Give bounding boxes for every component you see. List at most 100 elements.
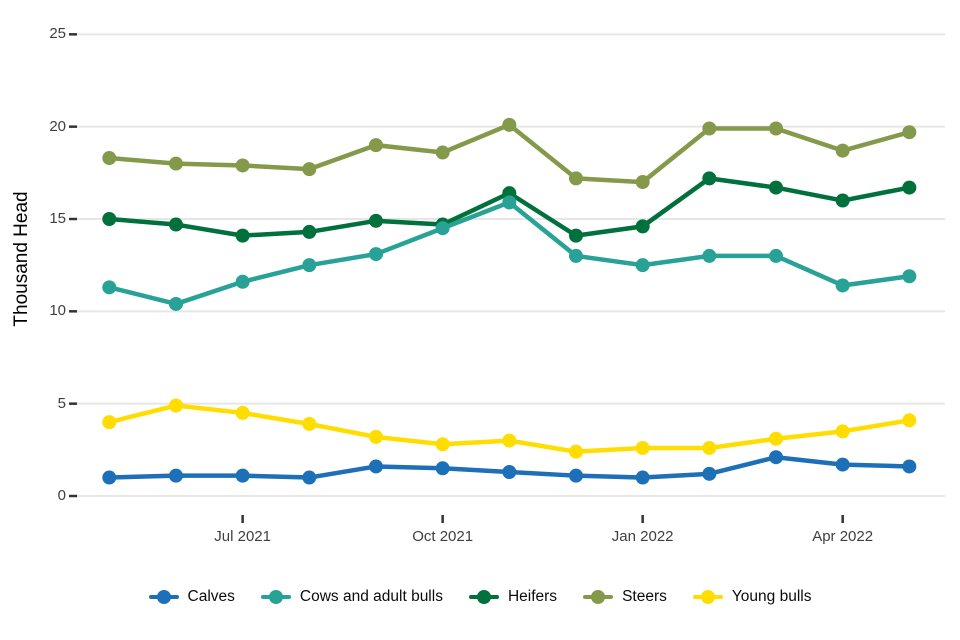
data-point-calves [435,461,450,476]
data-point-steers [769,121,783,136]
y-tick-label: 25 [49,25,66,43]
legend-marker-icon [583,590,614,604]
data-point-cows-and-adult-bulls [302,258,317,273]
y-axis-title: Thousand Head [11,191,32,327]
data-point-young-bulls [435,437,450,452]
data-point-young-bulls [702,440,717,455]
data-point-steers [435,145,450,160]
data-point-heifers [102,211,117,226]
series-heifers [102,171,917,243]
legend-marker-icon [692,590,723,604]
data-point-steers [835,143,850,158]
data-point-calves [102,470,117,485]
data-point-heifers [902,180,917,195]
data-point-steers [168,156,183,171]
plot-area [69,33,945,523]
data-point-calves [302,470,317,485]
data-point-heifers [568,228,583,243]
data-point-heifers [635,219,650,234]
data-point-heifers [235,228,250,243]
data-point-calves [502,464,517,479]
data-point-calves [235,468,250,483]
data-point-calves [835,457,850,472]
data-point-young-bulls [902,413,917,428]
legend-marker-icon [148,590,179,604]
data-point-steers [568,171,583,186]
data-point-young-bulls [368,429,383,444]
data-point-young-bulls [302,416,317,431]
data-point-heifers [168,217,183,232]
data-point-steers [235,158,250,173]
data-point-cows-and-adult-bulls [902,269,917,284]
series-steers [102,117,917,190]
series-young-bulls [102,398,917,459]
data-point-calves [902,459,917,474]
data-point-young-bulls [502,433,517,448]
data-point-young-bulls [769,431,783,446]
data-point-steers [502,117,517,132]
legend-marker-icon [468,590,499,604]
legend-label: Calves [187,588,235,605]
series-line-cows-and-adult-bulls [107,200,912,307]
legend-label: Cows and adult bulls [299,588,443,605]
data-point-heifers [368,213,383,228]
legend-item-young-bulls: Young bulls [692,588,812,606]
data-point-calves [702,466,717,481]
data-point-calves [368,459,383,474]
data-point-young-bulls [235,405,250,420]
data-point-cows-and-adult-bulls [702,248,717,263]
data-point-calves [635,470,650,485]
legend-marker-icon [260,590,291,604]
data-point-young-bulls [168,398,183,413]
x-tick-label: Jul 2021 [214,528,271,545]
data-point-cows-and-adult-bulls [835,278,850,293]
y-tick-label: 0 [57,487,66,504]
data-point-cows-and-adult-bulls [568,248,583,263]
data-point-steers [102,151,117,166]
data-point-steers [902,125,917,140]
data-point-heifers [835,193,850,208]
series-cows-and-adult-bulls [102,195,917,311]
data-point-young-bulls [635,440,650,455]
gridlines [77,33,945,497]
y-tick-label: 5 [57,394,66,412]
x-tick-label: Oct 2021 [412,528,474,545]
data-point-calves [168,468,183,483]
x-tick-label: Jan 2022 [611,528,674,545]
y-tick-label: 20 [49,117,66,135]
data-point-young-bulls [568,444,583,459]
data-point-cows-and-adult-bulls [368,247,383,262]
data-point-cows-and-adult-bulls [102,280,117,295]
legend-label: Steers [622,588,667,605]
legend-label: Heifers [507,588,558,605]
legend-item-calves: Calves [148,588,235,606]
legend-item-steers: Steers [583,588,667,606]
x-tick-label: Apr 2022 [812,528,874,545]
data-point-steers [368,138,383,153]
series-line-steers [107,122,912,185]
data-point-cows-and-adult-bulls [769,248,783,263]
data-point-young-bulls [835,424,850,439]
data-point-steers [302,162,317,177]
data-point-cows-and-adult-bulls [635,258,650,273]
y-tick-label: 15 [49,209,66,227]
data-point-heifers [302,224,317,239]
data-point-calves [769,450,783,465]
data-point-young-bulls [102,415,117,430]
data-point-cows-and-adult-bulls [168,296,183,311]
data-point-cows-and-adult-bulls [502,195,517,210]
y-tick-label: 10 [49,302,66,320]
legend-item-cows-and-adult-bulls: Cows and adult bulls [260,588,443,606]
legend-item-heifers: Heifers [468,588,558,606]
data-point-heifers [769,180,783,195]
data-point-cows-and-adult-bulls [435,221,450,236]
legend-label: Young bulls [731,588,812,605]
data-point-calves [568,468,583,483]
series-calves [102,450,917,485]
axis-ticks [69,33,844,523]
data-point-steers [635,175,650,190]
legend: Calves Cows and adult bulls Heifers Steers Y… [0,588,960,606]
data-point-steers [702,121,717,136]
data-point-heifers [702,171,717,186]
